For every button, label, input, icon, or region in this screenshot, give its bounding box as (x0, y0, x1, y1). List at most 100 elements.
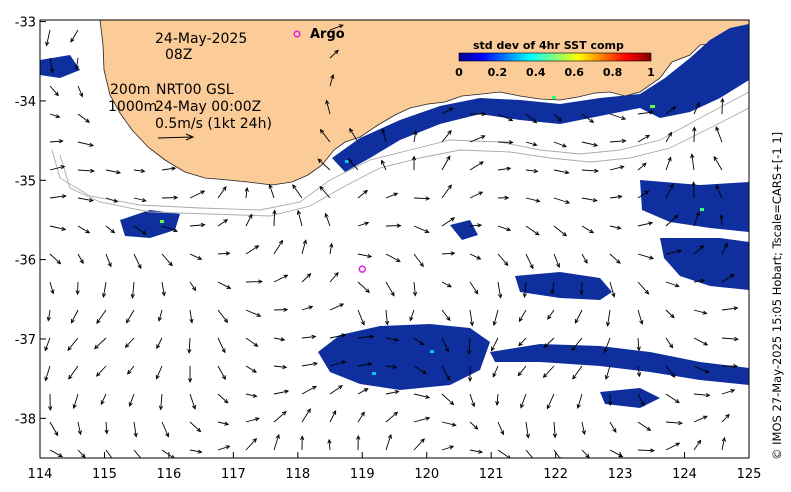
current-arrow (217, 281, 232, 289)
current-arrow (49, 85, 59, 97)
current-arrow (497, 113, 514, 122)
current-arrow (189, 253, 203, 260)
colorbar-title: std dev of 4hr SST comp (473, 39, 624, 52)
current-arrow (217, 393, 229, 404)
current-arrow (637, 221, 654, 227)
current-arrow (157, 309, 163, 322)
scale-arrow (157, 136, 193, 139)
current-arrow (385, 281, 395, 297)
x-tick-label: 120 (414, 467, 439, 482)
current-arrow (637, 190, 650, 199)
colorbar-tick-label: 0 (455, 66, 463, 79)
current-arrow (665, 106, 677, 115)
current-arrow (319, 185, 331, 199)
current-arrow (609, 281, 616, 298)
current-arrow (385, 364, 398, 369)
current-arrow (581, 113, 595, 123)
current-arrow (245, 437, 258, 451)
current-arrow (217, 445, 231, 451)
y-tick-label: -37 (15, 333, 36, 348)
current-arrow (133, 449, 142, 458)
current-arrow (357, 362, 373, 367)
current-arrow (517, 365, 527, 377)
depth-1000-label: 1000m (108, 99, 157, 115)
current-arrow (553, 253, 560, 269)
current-arrow (77, 449, 86, 458)
colorbar-gradient (458, 52, 652, 62)
current-arrow (296, 209, 303, 227)
current-arrow (665, 183, 674, 199)
current-arrow (105, 253, 112, 268)
current-arrow (441, 251, 456, 256)
current-arrow (77, 253, 84, 265)
current-arrow (467, 337, 472, 355)
current-arrow (497, 195, 510, 200)
current-arrow (609, 225, 622, 230)
current-arrow (574, 309, 583, 324)
coast-outline (99, 20, 749, 186)
current-arrow (105, 449, 115, 458)
current-arrow (95, 365, 107, 377)
current-arrow (273, 337, 286, 342)
current-arrow (693, 415, 708, 423)
current-arrow (329, 271, 339, 283)
current-arrow (497, 225, 512, 232)
current-arrow (217, 185, 227, 199)
current-arrow (126, 365, 135, 375)
y-tick-label: -38 (15, 412, 36, 427)
current-arrow (665, 337, 674, 349)
current-arrow (44, 337, 51, 352)
current-arrow (217, 337, 226, 354)
current-arrow (553, 141, 568, 148)
current-arrow (292, 184, 303, 199)
current-arrow (665, 420, 683, 426)
current-arrow (525, 197, 541, 203)
current-arrow (217, 309, 229, 324)
current-arrow (636, 337, 641, 352)
current-arrow (301, 361, 319, 367)
current-arrow (413, 393, 431, 399)
x-tick-label: 119 (350, 467, 375, 482)
current-arrow (319, 128, 331, 143)
y-tick-label: -36 (15, 254, 36, 269)
current-arrow (469, 253, 482, 260)
current-arrow (46, 309, 51, 322)
current-arrow (581, 141, 599, 147)
current-arrow (637, 253, 655, 260)
current-arrow (693, 365, 710, 374)
current-arrow (637, 421, 652, 432)
current-arrow (441, 445, 455, 451)
current-arrow (329, 333, 347, 339)
x-tick-label: 116 (156, 467, 181, 482)
current-arrow (469, 161, 484, 171)
current-arrow (161, 421, 170, 438)
current-arrow (492, 309, 499, 327)
current-arrow (187, 337, 192, 354)
current-arrow (217, 421, 230, 426)
current-arrow (357, 281, 370, 294)
current-arrow (553, 449, 562, 458)
current-arrow (49, 253, 62, 265)
current-arrow (469, 112, 487, 117)
current-arrow (576, 393, 583, 409)
current-arrow (665, 442, 681, 451)
current-arrow (357, 253, 373, 259)
current-arrow (49, 281, 55, 295)
plot-frame (39, 19, 750, 459)
current-arrow (49, 449, 63, 458)
current-arrow (133, 197, 147, 203)
current-arrow (581, 449, 590, 458)
current-arrow (497, 421, 505, 436)
argo-legend-label: Argo (310, 27, 345, 42)
current-arrow (604, 365, 611, 380)
current-arrow (217, 365, 226, 381)
current-arrow (385, 389, 400, 395)
current-arrow (553, 169, 570, 175)
current-arrow (553, 225, 568, 237)
current-arrow (469, 393, 476, 408)
current-arrow (75, 281, 80, 296)
current-arrow (412, 281, 418, 297)
current-arrow (497, 140, 514, 145)
current-arrow (525, 421, 530, 439)
current-arrow (158, 393, 164, 411)
